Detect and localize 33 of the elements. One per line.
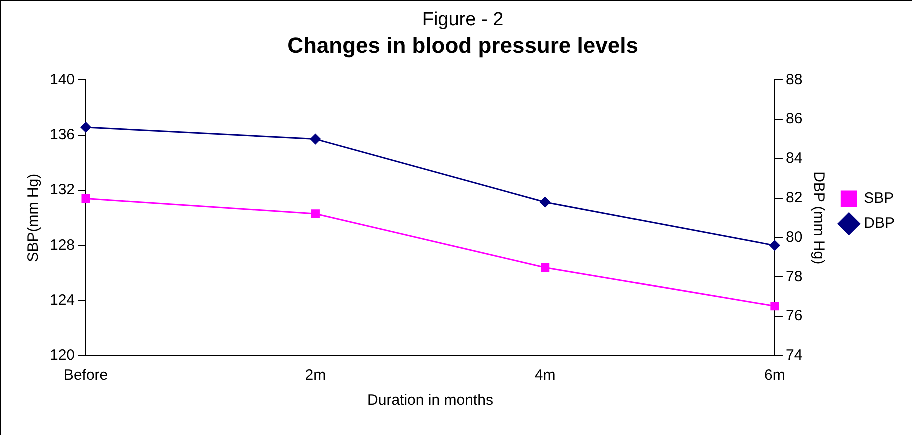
point — [310, 134, 321, 145]
y2-tick-label: 78 — [786, 268, 803, 286]
y2-axis-title: DBP (mm Hg) — [810, 172, 828, 265]
x-axis-title: Duration in months — [368, 392, 494, 410]
y2-tick-label: 86 — [786, 110, 803, 128]
point — [541, 263, 550, 272]
point — [770, 302, 780, 311]
y2-tick-label: 84 — [786, 150, 803, 168]
y2-tick-label: 74 — [786, 347, 803, 364]
y-tick-label: 140 — [50, 71, 76, 88]
y2-tick-label: 76 — [786, 308, 803, 325]
point — [540, 197, 551, 208]
y-tick-label: 132 — [50, 182, 76, 199]
x-tick-label: Before — [64, 367, 108, 384]
y2-tick-label: 82 — [786, 190, 803, 207]
x-tick-label: 2m — [305, 367, 326, 384]
point — [770, 240, 780, 251]
y-tick-label: 120 — [50, 347, 76, 364]
x-tick-label: 6m — [764, 367, 786, 384]
chart-subtitle: Changes in blood pressure levels — [288, 33, 638, 58]
legend-label: DBP — [864, 215, 895, 232]
y-tick-label: 136 — [50, 126, 76, 144]
chart-title: Figure - 2 — [422, 10, 504, 31]
point — [82, 194, 90, 204]
legend-label: SBP — [864, 190, 894, 208]
y-tick-label: 124 — [50, 292, 76, 309]
x-tick-label: 4m — [534, 367, 556, 384]
y2-tick-label: 88 — [786, 71, 803, 88]
y-axis-title: SBP(mm Hg) — [25, 174, 42, 262]
y-tick-label: 128 — [50, 236, 76, 254]
point — [80, 122, 92, 133]
point — [311, 210, 320, 218]
y2-tick-label: 80 — [786, 228, 803, 246]
